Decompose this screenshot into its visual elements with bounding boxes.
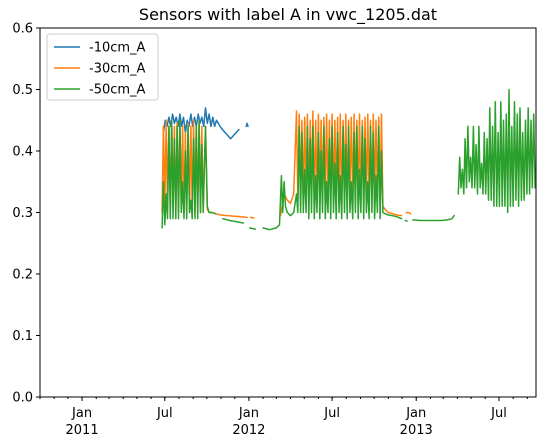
x-tick-label: Jan (71, 406, 92, 421)
x-tick-year-label: 2011 (66, 423, 99, 438)
x-tick-label: Jan (238, 406, 259, 421)
y-tick-label: 0.0 (12, 391, 33, 406)
series-line (249, 216, 255, 219)
series-line (412, 214, 455, 222)
axes-layer: 0.0 0.1 0.2 0.3 0.4 0.5 0.6 Jan 2011 Jul Jan 2012 Ju… (12, 22, 528, 438)
legend-label: -30cm_A (89, 62, 146, 77)
y-tick-label: 0.4 (12, 145, 33, 160)
y-tick-label: 0.2 (12, 268, 33, 283)
series-line (262, 125, 403, 231)
plot-frame (39, 27, 537, 398)
y-tick-label: 0.6 (12, 22, 33, 37)
series-2 (161, 88, 536, 231)
legend-box (46, 33, 159, 101)
x-tick-year-label: 2012 (232, 423, 265, 438)
series-line (222, 217, 245, 224)
y-tick-label: 0.1 (12, 329, 33, 344)
series-line (404, 219, 408, 222)
chart-title: Sensors with label A in vwc_1205.dat (139, 5, 437, 25)
series-line (249, 227, 257, 230)
series-line (457, 88, 536, 214)
y-tick-label: 0.3 (12, 206, 33, 221)
y-tick-label: 0.5 (12, 83, 33, 98)
series-line (161, 119, 217, 229)
x-tick-label: Jul (323, 406, 340, 421)
legend-label: -10cm_A (89, 41, 146, 56)
series-line (245, 122, 249, 128)
series-line (162, 107, 240, 140)
x-tick-label: Jul (156, 406, 173, 421)
legend-label: -50cm_A (89, 83, 146, 98)
x-tick-label: Jan (405, 406, 426, 421)
legend: -10cm_A -30cm_A -50cm_A (46, 33, 159, 101)
series-line (405, 211, 412, 215)
series-0 (162, 107, 249, 140)
x-tick-label: Jul (490, 406, 507, 421)
x-tick-year-label: 2013 (400, 423, 433, 438)
series-layer (161, 88, 536, 231)
